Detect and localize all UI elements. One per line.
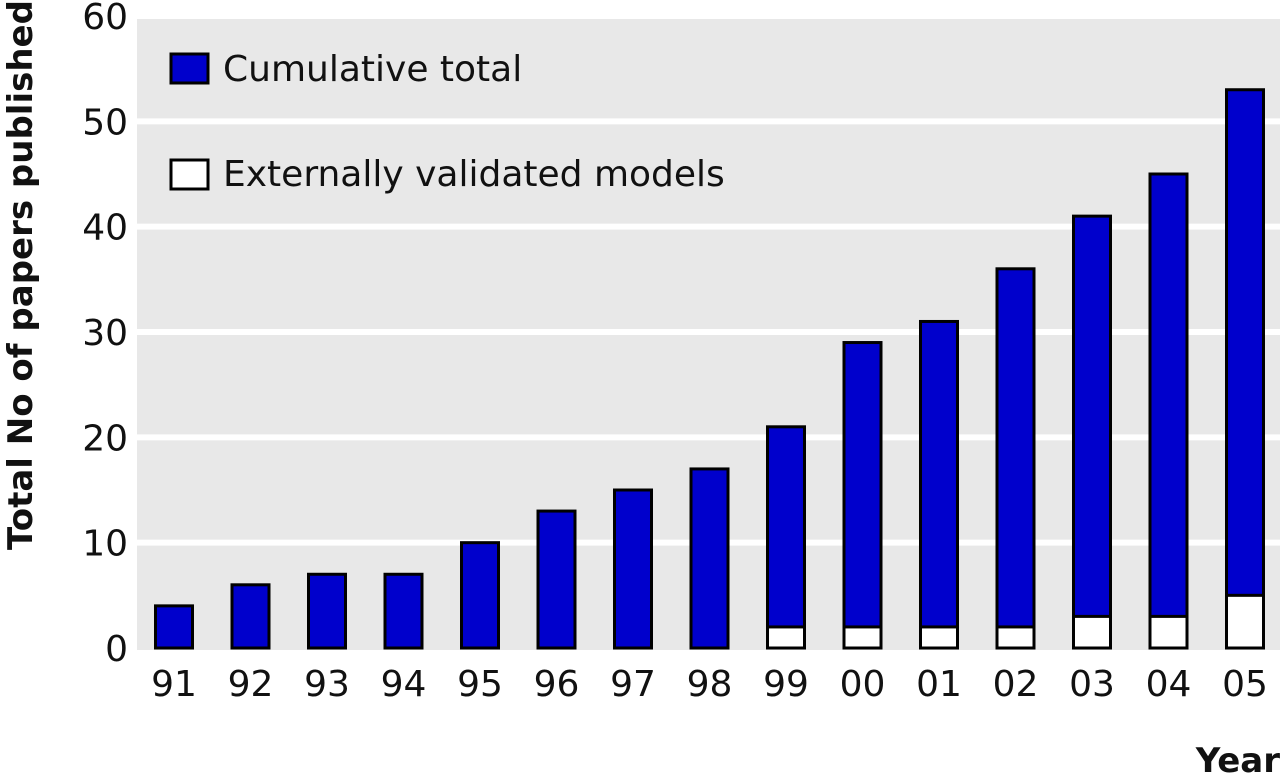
legend-label-externally-validated: Externally validated models — [223, 154, 725, 195]
x-tick-label: 97 — [610, 664, 656, 705]
x-tick-labels: 91 92 93 94 95 96 97 98 99 00 01 02 03 04 05 — [151, 664, 1268, 705]
bar-cumulative-total — [766, 425, 806, 650]
gridlines — [137, 13, 1280, 546]
bar-cumulative-total — [307, 572, 347, 650]
bar-cumulative-total — [1148, 172, 1189, 650]
x-tick-label: 01 — [916, 664, 962, 705]
bar-externally-validated — [1148, 614, 1189, 650]
legend-swatch-cumulative — [169, 52, 210, 85]
bar-cumulative-total — [613, 488, 653, 650]
x-tick-label: 92 — [228, 664, 274, 705]
x-axis-title: Year — [1195, 741, 1280, 777]
bars — [154, 88, 1265, 650]
x-tick-label: 93 — [304, 664, 350, 705]
y-tick-label: 50 — [82, 102, 128, 143]
y-tick-labels: 0 10 20 30 40 50 60 — [82, 0, 128, 670]
x-tick-label: 02 — [993, 664, 1039, 705]
x-tick-label: 98 — [687, 664, 733, 705]
bar-cumulative-total — [995, 267, 1036, 650]
x-tick-label: 00 — [840, 664, 886, 705]
legend-label-cumulative: Cumulative total — [223, 49, 522, 90]
bar-externally-validated — [995, 625, 1036, 650]
legend: Cumulative total Externally validated mo… — [169, 49, 725, 195]
bar-cumulative-total — [1072, 214, 1112, 650]
bar-externally-validated — [766, 625, 806, 650]
y-tick-label: 30 — [82, 313, 128, 354]
bar-cumulative-total — [1225, 88, 1265, 650]
x-tick-label: 05 — [1222, 664, 1268, 705]
x-tick-label: 91 — [151, 664, 197, 705]
bar-cumulative-total — [919, 319, 959, 650]
y-tick-label: 0 — [105, 629, 128, 670]
bar-cumulative-total — [689, 467, 730, 650]
x-tick-label: 04 — [1146, 664, 1192, 705]
x-tick-label: 03 — [1069, 664, 1115, 705]
y-axis-title: Total No of papers published — [1, 0, 41, 550]
bar-cumulative-total — [383, 572, 424, 650]
bar-externally-validated — [1225, 593, 1265, 650]
x-tick-label: 95 — [457, 664, 503, 705]
y-tick-label: 20 — [82, 418, 128, 459]
bar-cumulative-total — [230, 583, 271, 650]
bar-externally-validated — [842, 625, 883, 650]
x-tick-label: 94 — [381, 664, 427, 705]
bar-externally-validated — [1072, 614, 1112, 650]
y-tick-label: 10 — [82, 524, 128, 565]
bar-externally-validated — [919, 625, 959, 650]
x-tick-label: 99 — [763, 664, 809, 705]
y-tick-label: 60 — [82, 0, 128, 38]
bar-cumulative-total — [154, 604, 194, 650]
x-tick-label: 96 — [534, 664, 580, 705]
legend-swatch-externally-validated — [169, 158, 210, 191]
bar-cumulative-total — [536, 509, 577, 650]
y-tick-label: 40 — [82, 208, 128, 249]
bar-cumulative-total — [842, 341, 883, 650]
bar-cumulative-total — [460, 541, 500, 650]
